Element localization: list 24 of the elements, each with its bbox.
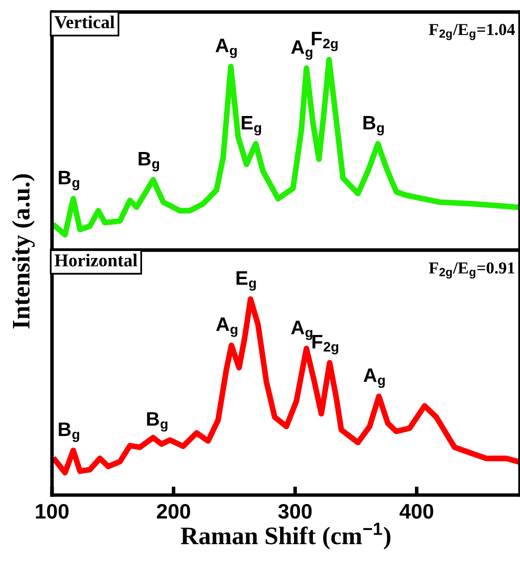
x-tick-label: 400: [400, 504, 434, 519]
annotation: B$_{g}$: [58, 422, 80, 442]
annotation: B$_{g}$: [58, 170, 80, 190]
text: F$_{2g}$/E$_{g}$=1.04: [428, 24, 515, 40]
x-axis-title: Raman Shift (cm$^{−1}$): [180, 522, 390, 550]
annotation: F$_{2g}$: [312, 32, 338, 52]
annotation: A$_{g}$: [216, 318, 238, 337]
x-tick-label: 100: [36, 504, 69, 519]
annotation: B$_{g}$: [138, 152, 160, 172]
annotation: A$_{g}$: [291, 320, 312, 340]
annotation: A$_{g}$: [291, 40, 312, 60]
annotation: A$_{g}$: [364, 368, 385, 388]
x-tick-label: 200: [156, 504, 190, 519]
annotation: B$_{g}$: [147, 412, 168, 432]
text: Vertical: [54, 16, 115, 28]
annotation: B$_{g}$: [363, 116, 384, 136]
text: Horizontal: [54, 254, 138, 266]
text: F$_{2g}$/E$_{g}$=0.91: [428, 262, 514, 279]
y-axis-title: Intensity (a.u.): [12, 174, 35, 329]
annotation: A$_{g}$: [216, 38, 237, 58]
annotation: E$_{g}$: [236, 271, 256, 291]
annotation: F$_{2g}$: [312, 335, 338, 354]
annotation: E$_{g}$: [242, 116, 262, 136]
x-tick-label: 300: [278, 504, 312, 519]
